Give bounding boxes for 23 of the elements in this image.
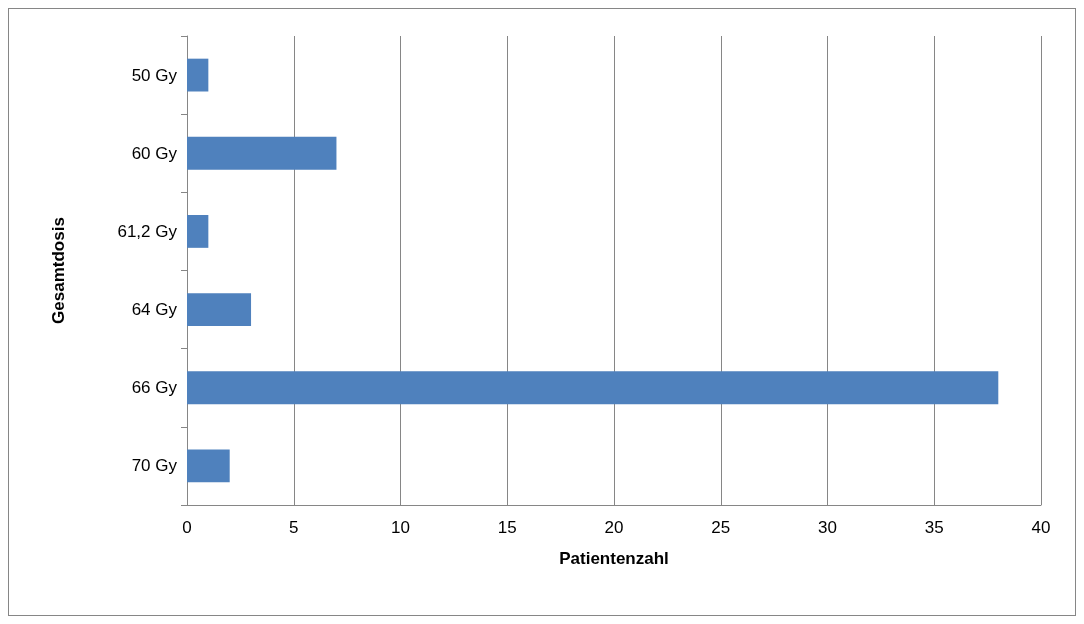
x-tick-label: 30 xyxy=(818,518,837,537)
x-tick-label: 10 xyxy=(391,518,410,537)
y-axis-title: Gesamtdosis xyxy=(49,217,68,324)
x-tick-label: 15 xyxy=(497,518,517,537)
y-tick-label: 70 Gy xyxy=(131,456,178,476)
x-tick-label: 25 xyxy=(711,518,731,537)
y-tick-label: 61,2 Gy xyxy=(117,221,178,241)
y-tick-label: 66 Gy xyxy=(131,378,178,398)
y-tick-label: 50 Gy xyxy=(131,65,178,85)
bar xyxy=(187,215,209,248)
y-tick-label: 64 Gy xyxy=(131,300,178,320)
bar xyxy=(187,293,252,326)
bar xyxy=(187,371,999,405)
x-tick-label: 40 xyxy=(1031,518,1051,537)
x-axis-title: Patientenzahl xyxy=(559,549,669,568)
y-tick-label: 60 Gy xyxy=(131,143,178,163)
x-tick-label: 35 xyxy=(924,518,944,537)
x-tick-label: 20 xyxy=(604,518,624,537)
x-tick-label: 0 xyxy=(182,518,192,537)
bar xyxy=(187,58,209,92)
bar xyxy=(187,136,337,170)
x-tick-label: 5 xyxy=(289,518,299,537)
bar xyxy=(187,449,230,483)
